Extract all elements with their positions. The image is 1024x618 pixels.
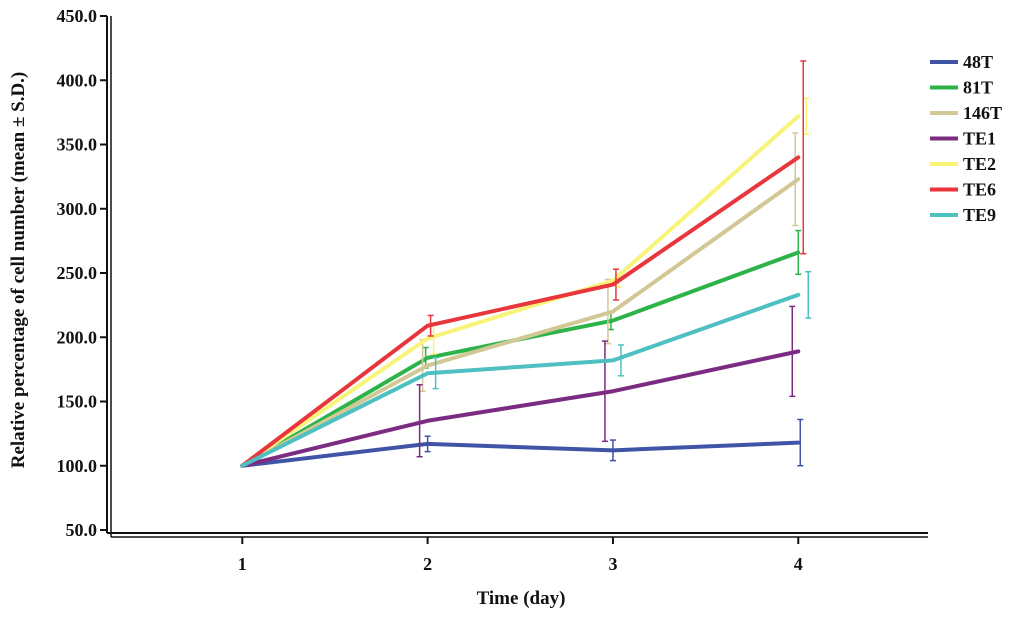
series-te6 (240, 60, 807, 468)
legend-label: 48T (963, 52, 993, 72)
legend-item-te1: TE1 (930, 129, 996, 149)
y-tick-label: 350.0 (57, 135, 98, 155)
legend-item-te2: TE2 (930, 154, 996, 174)
series-line (240, 440, 801, 468)
series-te9 (240, 270, 812, 468)
legend-item-te6: TE6 (930, 180, 996, 200)
legend-item-146t: 146T (930, 103, 1002, 123)
axes (106, 16, 928, 538)
legend: 48T 81T 146T TE1 TE2 TE6 TE9 (930, 52, 1002, 225)
error-bars-te1 (416, 305, 796, 458)
legend-label: TE2 (963, 154, 996, 174)
series-line (240, 114, 801, 468)
series-line (240, 292, 801, 468)
series-line (240, 349, 801, 468)
series-layer (240, 60, 812, 468)
y-tick-label: 200.0 (57, 327, 98, 347)
y-tick-label: 300.0 (57, 199, 98, 219)
y-tick-label: 100.0 (57, 456, 98, 476)
legend-label: TE9 (963, 205, 996, 225)
series-line (240, 250, 801, 468)
series-te1 (240, 305, 801, 468)
y-tick-label: 150.0 (57, 392, 98, 412)
y-tick-label: 450.0 (57, 6, 98, 26)
legend-label: 81T (963, 78, 993, 98)
y-axis-title: Relative percentage of cell number (mean… (8, 72, 29, 469)
y-tick-label: 250.0 (57, 263, 98, 283)
legend-label: 146T (963, 103, 1002, 123)
error-bars-48t (424, 418, 804, 467)
x-tick-label: 4 (794, 554, 803, 574)
series-te2 (240, 97, 810, 468)
y-tick-label: 400.0 (57, 70, 98, 90)
legend-label: TE6 (963, 180, 996, 200)
x-tick-label: 3 (608, 554, 617, 574)
error-bars-te6 (427, 60, 807, 337)
y-tick-label: 50.0 (66, 520, 98, 540)
series-48t (240, 418, 804, 468)
legend-label: TE1 (963, 129, 996, 149)
legend-item-te9: TE9 (930, 205, 996, 225)
y-ticks: 50.0 100.0 150.0 200.0 250.0 300.0 350.0 400.0 4… (57, 6, 107, 540)
series-line (240, 177, 801, 468)
x-ticks: 1 2 3 4 (238, 537, 803, 574)
series-line (240, 155, 801, 468)
x-tick-label: 1 (238, 554, 247, 574)
error-bars-te9 (432, 270, 812, 390)
series-81t (240, 229, 802, 468)
x-tick-label: 2 (423, 554, 432, 574)
x-axis-title: Time (day) (477, 588, 566, 609)
error-bars-te2 (430, 97, 810, 355)
legend-item-81t: 81T (930, 78, 993, 98)
legend-item-48t: 48T (930, 52, 993, 72)
